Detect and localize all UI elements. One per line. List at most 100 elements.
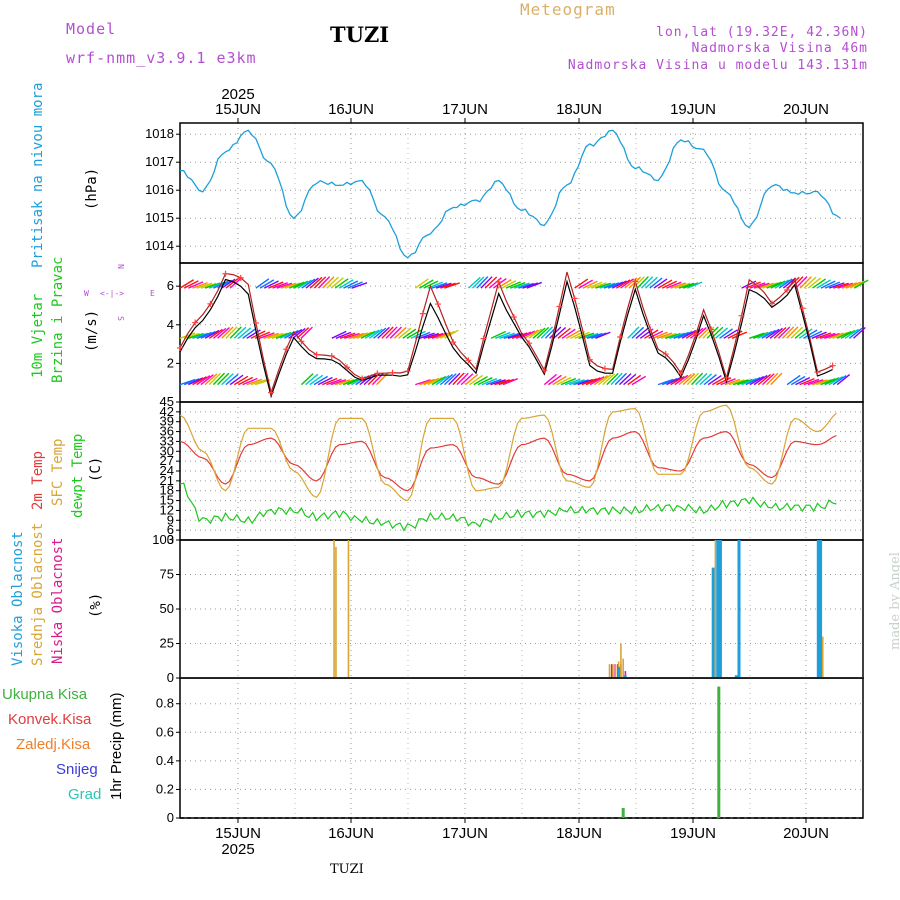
wind-barb <box>765 328 780 339</box>
wind-barb <box>837 282 854 289</box>
wind-barb <box>770 280 786 289</box>
wind-barb <box>611 280 627 289</box>
wind-barb <box>431 282 448 289</box>
temp-ytick: 36 <box>160 424 174 439</box>
wind-barb <box>536 326 550 339</box>
wind-barb <box>499 332 515 339</box>
wind-barb <box>472 276 485 289</box>
temp-ytick: 42 <box>160 404 174 419</box>
wind-barb <box>192 332 208 339</box>
wind-barb <box>419 332 435 339</box>
wind-barb <box>485 378 502 386</box>
wind-barb <box>653 278 668 289</box>
cloud-high-bar <box>718 540 722 678</box>
wind-barb <box>798 328 813 339</box>
wind-barb <box>410 330 426 339</box>
wind-barb <box>419 279 434 289</box>
wind-barb <box>661 280 678 289</box>
day-label-bottom: 15JUN <box>215 825 261 842</box>
cloud-mid-bar <box>608 664 611 678</box>
wind-barb <box>330 277 344 289</box>
wind-barb <box>581 378 597 386</box>
wind-gust-marker <box>784 287 791 294</box>
wind-barb <box>188 332 204 339</box>
wind-barb <box>334 278 349 289</box>
model-name: wrf-nmm_v3.9.1 e3km <box>66 49 257 67</box>
wind-barb <box>636 276 649 289</box>
wind-barb <box>196 331 212 339</box>
cloud-mid-bar <box>333 540 335 678</box>
wind-barb <box>490 379 506 386</box>
wind-barb <box>591 282 607 289</box>
wind-barb <box>578 332 595 339</box>
cloud-mid-bar <box>347 540 350 678</box>
wind-barb <box>192 282 208 289</box>
legend-arrows: <-|-> <box>100 289 125 298</box>
wind-panel: 2 4 6 <box>167 262 869 403</box>
wind-barb <box>331 330 347 339</box>
wind-barb <box>674 374 689 386</box>
pressure-ytick: 1015 <box>145 210 174 225</box>
wind-barb <box>313 375 328 386</box>
wind-barb <box>811 331 827 339</box>
wind-barb <box>524 329 539 339</box>
day-label-bottom: 20JUN <box>783 825 829 842</box>
wind-barb <box>844 328 859 339</box>
wind-barb <box>770 372 783 386</box>
wind-barb <box>824 281 841 289</box>
wind-barb <box>677 330 693 339</box>
temp-ytick: 39 <box>160 414 174 429</box>
wind-barb <box>490 330 506 339</box>
wind-barb <box>456 372 469 386</box>
wind-barb <box>179 332 196 339</box>
wind-gust-marker <box>268 389 275 396</box>
wind-barb <box>481 378 498 386</box>
wind-barb <box>606 372 619 386</box>
wind-barb <box>803 276 817 289</box>
wind-barb <box>317 376 333 386</box>
precip-ytick: 0.4 <box>156 753 174 768</box>
precip-total-bar <box>621 808 625 818</box>
cloud-high-bar <box>617 666 621 678</box>
wind-barb <box>665 332 681 339</box>
wind-barb <box>520 330 536 339</box>
wind-barb <box>716 377 732 386</box>
wind-barb <box>748 332 765 339</box>
cloud-high-bar <box>737 540 741 678</box>
wind-barb <box>268 281 284 289</box>
wind-direction-legend: W <-|-> E N S <box>82 262 162 322</box>
wind-barb <box>334 379 351 386</box>
wind-barb <box>623 373 637 386</box>
wind-barb <box>794 327 808 339</box>
legend-hail: Grad <box>68 786 102 803</box>
wind-barb <box>816 279 831 289</box>
wind-barb <box>753 331 769 339</box>
wind-barb <box>233 326 247 339</box>
wind-barb <box>494 379 511 386</box>
wind-barb <box>678 282 695 289</box>
wind-barb <box>714 327 729 339</box>
wind-barb <box>423 332 440 339</box>
wind-barb <box>280 282 297 289</box>
wind-barb <box>284 329 299 339</box>
wind-barb <box>511 332 528 339</box>
wind-gust-marker <box>526 340 533 347</box>
cloud-low-bar <box>610 664 613 678</box>
wind-barb <box>301 278 316 289</box>
wind-gust-marker <box>571 295 578 302</box>
wind-ytick: 2 <box>167 355 174 370</box>
wind-barb <box>632 276 645 289</box>
wind-barb <box>501 280 517 289</box>
wind-barb <box>431 332 448 339</box>
elevation-info: Nadmorska Visina 46m <box>691 41 868 56</box>
wind-barb <box>255 278 270 289</box>
wind-gust-marker <box>435 301 442 308</box>
wind-barb <box>574 278 589 289</box>
station-title: TUZI <box>330 22 390 47</box>
temp-ytick: 30 <box>160 443 174 458</box>
wind-barb <box>733 379 749 386</box>
wind-barb <box>660 332 677 339</box>
wind-barb <box>782 326 795 339</box>
wind-barb <box>586 332 603 339</box>
